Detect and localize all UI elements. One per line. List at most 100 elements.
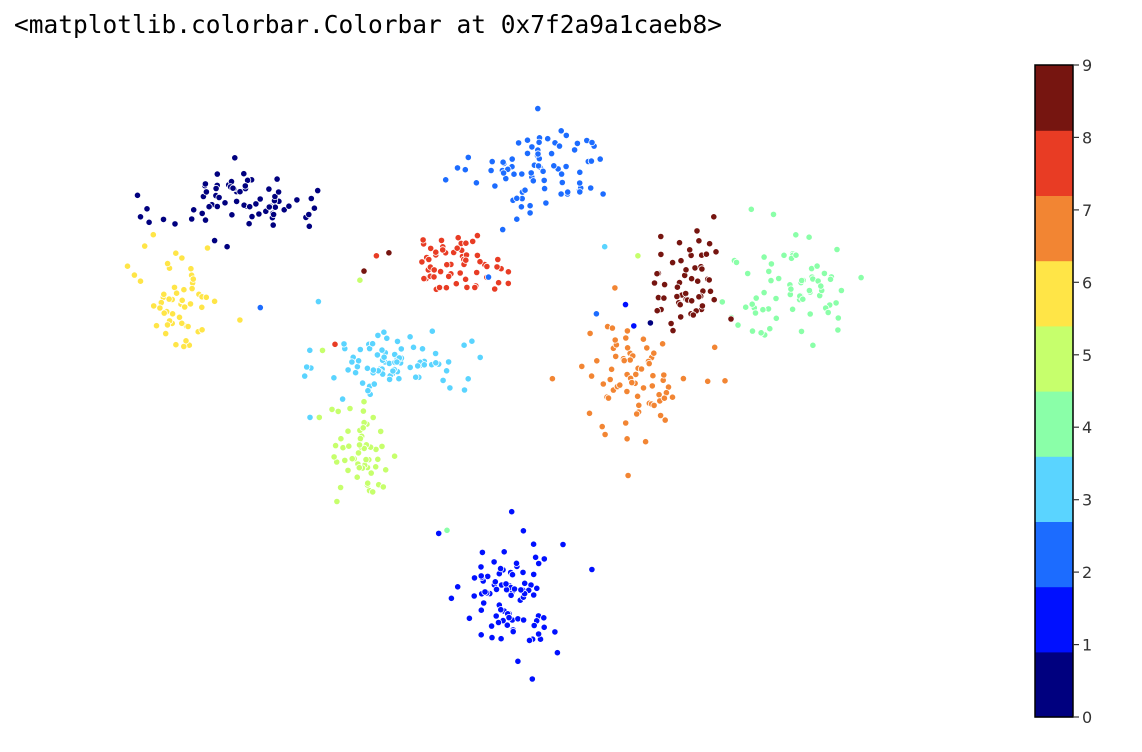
colorbar-tick-label-2: 2 <box>1082 563 1092 582</box>
scatter-point-class-9 <box>360 267 368 275</box>
scatter-point-class-0 <box>190 206 198 214</box>
scatter-point-class-4 <box>834 326 842 334</box>
scatter-point-class-4 <box>734 321 742 329</box>
scatter-point-class-5 <box>318 346 327 354</box>
scatter-point-class-4 <box>775 274 783 283</box>
scatter-point-class-8 <box>430 273 438 281</box>
scatter-point-class-5 <box>360 398 368 406</box>
scatter-point-class-0 <box>274 188 283 196</box>
scatter-point-class-0 <box>211 237 219 245</box>
scatter-point-class-9 <box>668 258 677 267</box>
scatter-point-class-2 <box>488 158 496 166</box>
scatter-point-class-6 <box>175 313 184 321</box>
scatter-point-class-5 <box>369 413 377 422</box>
scatter-point-class-9 <box>677 313 685 321</box>
scatter-point-class-0 <box>133 191 142 199</box>
scatter-point-class-6 <box>180 286 188 294</box>
scatter-point-class-9 <box>687 275 696 283</box>
scatter-point-class-3 <box>601 243 609 251</box>
scatter-point-class-5 <box>344 466 352 474</box>
scatter-point-class-7 <box>721 377 729 385</box>
scatter-point-class-0 <box>213 202 221 211</box>
scatter-point-class-0 <box>273 175 281 183</box>
scatter-point-class-7 <box>585 409 594 417</box>
scatter-point-class-1 <box>510 585 519 593</box>
colorbar-tick-label-8: 8 <box>1082 128 1092 147</box>
colorbar-segment-8 <box>1035 130 1073 196</box>
scatter-point-class-8 <box>473 268 481 277</box>
scatter-point-class-5 <box>359 407 367 415</box>
scatter-point-class-2 <box>596 155 604 163</box>
scatter-point-class-3 <box>330 374 338 382</box>
scatter-point-class-3 <box>420 361 428 369</box>
scatter-point-class-4 <box>857 273 865 282</box>
scatter-point-class-0 <box>159 215 168 223</box>
scatter-point-class-0 <box>241 182 249 190</box>
scatter-point-class-9 <box>689 311 697 319</box>
scatter-point-class-8 <box>437 236 446 244</box>
scatter-point-class-0 <box>246 203 254 211</box>
scatter-point-class-2 <box>587 184 595 192</box>
scatter-point-class-3 <box>446 384 454 392</box>
scatter-point-class-4 <box>772 314 780 322</box>
scatter-point-class-8 <box>462 256 470 264</box>
scatter-point-class-3 <box>412 373 420 381</box>
colorbar-tick-label-5: 5 <box>1082 346 1092 365</box>
scatter-point-class-6 <box>186 300 195 308</box>
scatter-point-class-4 <box>759 306 767 314</box>
scatter-point-class-0 <box>293 196 301 204</box>
scatter-point-class-8 <box>427 244 435 252</box>
colorbar-segment-1 <box>1035 586 1073 653</box>
scatter-point-class-4 <box>788 305 797 313</box>
scatter-point-class-3 <box>306 413 314 421</box>
scatter-point-class-2 <box>539 167 547 175</box>
scatter-point-class-4 <box>798 276 806 285</box>
scatter-point-class-3 <box>344 366 352 374</box>
scatter-point-class-0 <box>145 218 153 226</box>
scatter-point-class-0 <box>265 185 273 193</box>
scatter-point-class-4 <box>824 308 832 317</box>
scatter-point-class-5 <box>390 452 399 460</box>
scatter-point-class-6 <box>203 244 212 252</box>
scatter-point-class-2 <box>534 162 543 170</box>
scatter-point-class-4 <box>813 262 821 270</box>
scatter-point-class-9 <box>660 280 669 289</box>
scatter-point-class-1 <box>507 591 515 599</box>
scatter-point-class-5 <box>331 441 340 450</box>
scatter-point-class-0 <box>143 205 151 213</box>
scatter-point-class-6 <box>162 329 170 338</box>
colorbar-segment-3 <box>1035 456 1073 522</box>
scatter-point-class-2 <box>576 168 584 176</box>
scatter-point-class-1 <box>500 548 508 556</box>
scatter-point-class-8 <box>454 234 462 242</box>
scatter-point-class-9 <box>673 292 681 301</box>
scatter-point-class-2 <box>527 169 535 177</box>
scatter-point-class-4 <box>792 231 800 239</box>
scatter-point-class-1 <box>435 529 443 538</box>
scatter-point-class-3 <box>393 358 401 366</box>
scatter-point-class-7 <box>612 352 620 360</box>
scatter-point-class-6 <box>172 341 180 349</box>
scatter-point-class-2 <box>558 178 566 187</box>
scatter-point-class-8 <box>331 340 339 348</box>
scatter-point-class-6 <box>178 254 186 262</box>
colorbar-segment-9 <box>1035 65 1073 131</box>
scatter-point-class-8 <box>456 269 464 277</box>
scatter-point-class-7 <box>586 329 594 337</box>
scatter-point-class-3 <box>358 379 367 387</box>
scatter-point-class-2 <box>523 149 532 157</box>
scatter-point-class-3 <box>374 331 382 339</box>
scatter-point-class-1 <box>529 540 538 548</box>
scatter-point-class-1 <box>530 591 538 599</box>
scatter-point-class-5 <box>364 479 372 487</box>
scatter-point-class-0 <box>205 203 213 211</box>
scatter-point-class-9 <box>657 232 665 241</box>
colorbar-segment-7 <box>1035 195 1073 262</box>
scatter-point-class-1 <box>502 586 511 594</box>
scatter-point-class-6 <box>156 304 164 312</box>
scatter-point-class-7 <box>607 365 616 373</box>
scatter-point-class-1 <box>553 649 562 657</box>
colorbar-segment-6 <box>1035 260 1073 327</box>
scatter-point-class-0 <box>280 206 288 214</box>
scatter-point-class-7 <box>578 362 586 370</box>
